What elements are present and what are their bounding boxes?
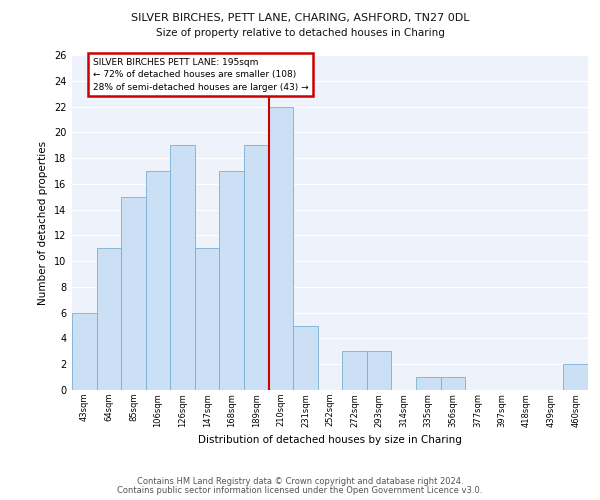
Bar: [170, 145, 195, 390]
Bar: [121, 196, 146, 390]
Text: SILVER BIRCHES PETT LANE: 195sqm
← 72% of detached houses are smaller (108)
28% : SILVER BIRCHES PETT LANE: 195sqm ← 72% o…: [93, 58, 308, 92]
Bar: [416, 377, 440, 390]
Bar: [97, 248, 121, 390]
Bar: [342, 352, 367, 390]
X-axis label: Distribution of detached houses by size in Charing: Distribution of detached houses by size …: [198, 435, 462, 445]
Bar: [195, 248, 220, 390]
Bar: [220, 171, 244, 390]
Text: Size of property relative to detached houses in Charing: Size of property relative to detached ho…: [155, 28, 445, 38]
Text: SILVER BIRCHES, PETT LANE, CHARING, ASHFORD, TN27 0DL: SILVER BIRCHES, PETT LANE, CHARING, ASHF…: [131, 12, 469, 22]
Bar: [269, 106, 293, 390]
Bar: [367, 352, 391, 390]
Bar: [72, 312, 97, 390]
Text: Contains public sector information licensed under the Open Government Licence v3: Contains public sector information licen…: [118, 486, 482, 495]
Bar: [244, 145, 269, 390]
Bar: [293, 326, 318, 390]
Text: Contains HM Land Registry data © Crown copyright and database right 2024.: Contains HM Land Registry data © Crown c…: [137, 477, 463, 486]
Y-axis label: Number of detached properties: Number of detached properties: [38, 140, 49, 304]
Bar: [146, 171, 170, 390]
Bar: [440, 377, 465, 390]
Bar: [563, 364, 588, 390]
